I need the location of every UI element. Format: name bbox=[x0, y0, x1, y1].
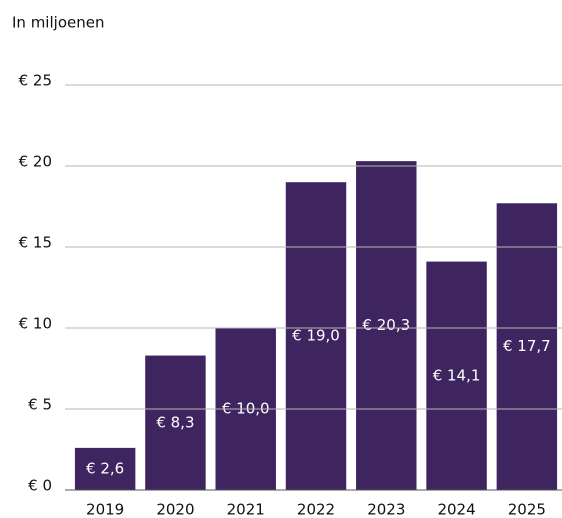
x-tick-label: 2021 bbox=[227, 501, 265, 518]
x-tick-label: 2022 bbox=[297, 501, 335, 518]
y-tick-label: € 15 bbox=[19, 234, 52, 252]
x-tick-label: 2019 bbox=[86, 501, 124, 518]
value-label: € 20,3 bbox=[362, 316, 410, 334]
bar bbox=[285, 182, 347, 490]
value-label: € 14,1 bbox=[433, 366, 481, 384]
y-tick-label: € 10 bbox=[19, 315, 52, 333]
bar bbox=[74, 447, 136, 490]
bar bbox=[496, 203, 558, 490]
value-label: € 2,6 bbox=[86, 459, 124, 477]
y-tick-label: € 0 bbox=[28, 477, 52, 495]
value-label: € 19,0 bbox=[292, 327, 340, 345]
value-label: € 8,3 bbox=[156, 413, 194, 431]
bar bbox=[426, 261, 487, 490]
x-tick-label: 2025 bbox=[508, 501, 546, 518]
x-tick-label: 2020 bbox=[156, 501, 194, 518]
y-tick-label: € 25 bbox=[19, 72, 52, 90]
x-tick-label: 2024 bbox=[437, 501, 475, 518]
bar bbox=[356, 161, 417, 490]
bar bbox=[145, 355, 206, 490]
y-axis-label: In miljoenen bbox=[12, 14, 104, 32]
y-tick-label: € 20 bbox=[19, 153, 52, 171]
value-label: € 17,7 bbox=[503, 337, 551, 355]
x-tick-label: 2023 bbox=[367, 501, 405, 518]
y-tick-label: € 5 bbox=[28, 396, 52, 414]
